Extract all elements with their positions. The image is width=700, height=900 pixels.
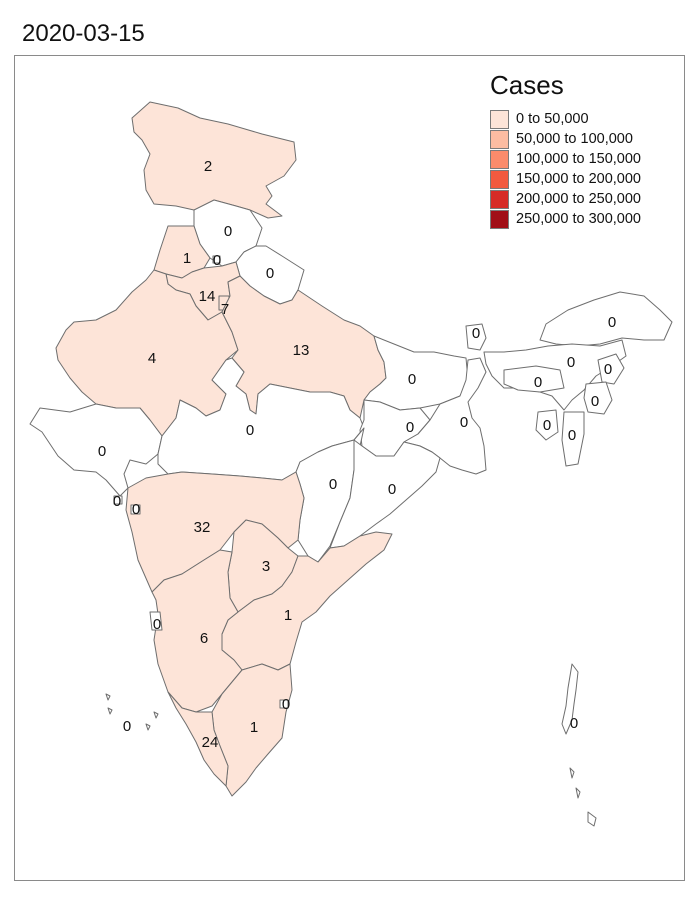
region-nagaland bbox=[597, 353, 625, 385]
legend-title: Cases bbox=[490, 70, 564, 100]
region-tripura bbox=[535, 409, 559, 441]
label-telangana: 3 bbox=[262, 558, 270, 575]
region-gujarat bbox=[29, 403, 163, 497]
legend-item: 50,000 to 100,000 bbox=[490, 129, 641, 149]
legend-label: 50,000 to 100,000 bbox=[516, 131, 633, 147]
legend-item: 250,000 to 300,000 bbox=[490, 209, 641, 229]
region-arunachal-pradesh bbox=[539, 291, 673, 347]
label-madhya-pradesh: 0 bbox=[246, 422, 254, 439]
label-mizoram: 0 bbox=[568, 427, 576, 444]
legend-swatch bbox=[490, 109, 509, 129]
label-uttarakhand: 0 bbox=[266, 265, 274, 282]
legend-item: 200,000 to 250,000 bbox=[490, 189, 641, 209]
label-karnataka: 6 bbox=[200, 630, 208, 647]
label-meghalaya: 0 bbox=[534, 374, 542, 391]
label-nagaland: 0 bbox=[604, 361, 612, 378]
label-andhra-pradesh: 1 bbox=[284, 607, 292, 624]
label-dadra-nagar-haveli: 0 bbox=[132, 501, 140, 518]
map-title: 2020-03-15 bbox=[22, 20, 145, 47]
label-west-bengal: 0 bbox=[460, 414, 468, 431]
label-arunachal-pradesh: 0 bbox=[608, 314, 616, 331]
label-bihar: 0 bbox=[408, 371, 416, 388]
legend-swatch bbox=[490, 149, 509, 169]
map-panel bbox=[14, 55, 685, 881]
label-kerala: 24 bbox=[202, 734, 219, 751]
label-lakshadweep: 0 bbox=[123, 718, 131, 735]
legend-item: 0 to 50,000 bbox=[490, 109, 641, 129]
region-sikkim bbox=[465, 323, 487, 351]
legend-swatch bbox=[490, 169, 509, 189]
label-punjab: 1 bbox=[183, 250, 191, 267]
label-uttar-pradesh: 13 bbox=[293, 342, 310, 359]
label-jharkhand: 0 bbox=[406, 419, 414, 436]
label-daman-diu: 0 bbox=[113, 493, 121, 510]
region-daman-diu bbox=[113, 495, 123, 505]
legend-label: 150,000 to 200,000 bbox=[516, 171, 641, 187]
region-mizoram bbox=[561, 411, 585, 467]
label-puducherry: 0 bbox=[282, 696, 290, 713]
label-assam: 0 bbox=[567, 354, 575, 371]
region-meghalaya bbox=[503, 365, 565, 393]
label-himachal-pradesh: 0 bbox=[224, 223, 232, 240]
region-goa bbox=[149, 611, 163, 631]
legend-swatch bbox=[490, 189, 509, 209]
region-manipur bbox=[583, 381, 613, 415]
legend-item: 150,000 to 200,000 bbox=[490, 169, 641, 189]
region-kerala bbox=[167, 691, 229, 787]
region-chandigarh bbox=[212, 255, 221, 264]
label-gujarat: 0 bbox=[98, 443, 106, 460]
label-andaman-nicobar: 0 bbox=[570, 715, 578, 732]
legend-swatch bbox=[490, 209, 509, 229]
legend: Cases 0 to 50,000 50,000 to 100,000 100,00… bbox=[490, 70, 641, 229]
label-delhi: 7 bbox=[221, 301, 229, 318]
label-sikkim: 0 bbox=[472, 325, 480, 342]
label-haryana: 14 bbox=[199, 288, 216, 305]
legend-item: 100,000 to 150,000 bbox=[490, 149, 641, 169]
region-lakshadweep bbox=[105, 693, 159, 731]
legend-swatch bbox=[490, 129, 509, 149]
label-goa: 0 bbox=[153, 616, 161, 633]
region-andaman-nicobar bbox=[561, 663, 597, 827]
legend-label: 250,000 to 300,000 bbox=[516, 211, 641, 227]
legend-rows: 0 to 50,000 50,000 to 100,000 100,000 to 1… bbox=[490, 109, 641, 229]
label-chandigarh: 0 bbox=[213, 252, 221, 269]
label-maharashtra: 32 bbox=[194, 519, 211, 536]
legend-label: 0 to 50,000 bbox=[516, 111, 589, 127]
legend-label: 200,000 to 250,000 bbox=[516, 191, 641, 207]
legend-label: 100,000 to 150,000 bbox=[516, 151, 641, 167]
region-odisha bbox=[329, 439, 441, 549]
region-jammu-kashmir bbox=[131, 101, 297, 219]
regions-layer bbox=[29, 101, 673, 827]
label-odisha: 0 bbox=[388, 481, 396, 498]
label-rajasthan: 4 bbox=[148, 350, 156, 367]
region-dadra-nagar-haveli bbox=[130, 504, 141, 515]
label-tripura: 0 bbox=[543, 417, 551, 434]
label-manipur: 0 bbox=[591, 393, 599, 410]
label-chhattisgarh: 0 bbox=[329, 476, 337, 493]
label-jammu-kashmir: 2 bbox=[204, 158, 212, 175]
region-puducherry bbox=[279, 699, 289, 709]
region-andhra-pradesh bbox=[221, 531, 393, 671]
label-tamil-nadu: 1 bbox=[250, 719, 258, 736]
